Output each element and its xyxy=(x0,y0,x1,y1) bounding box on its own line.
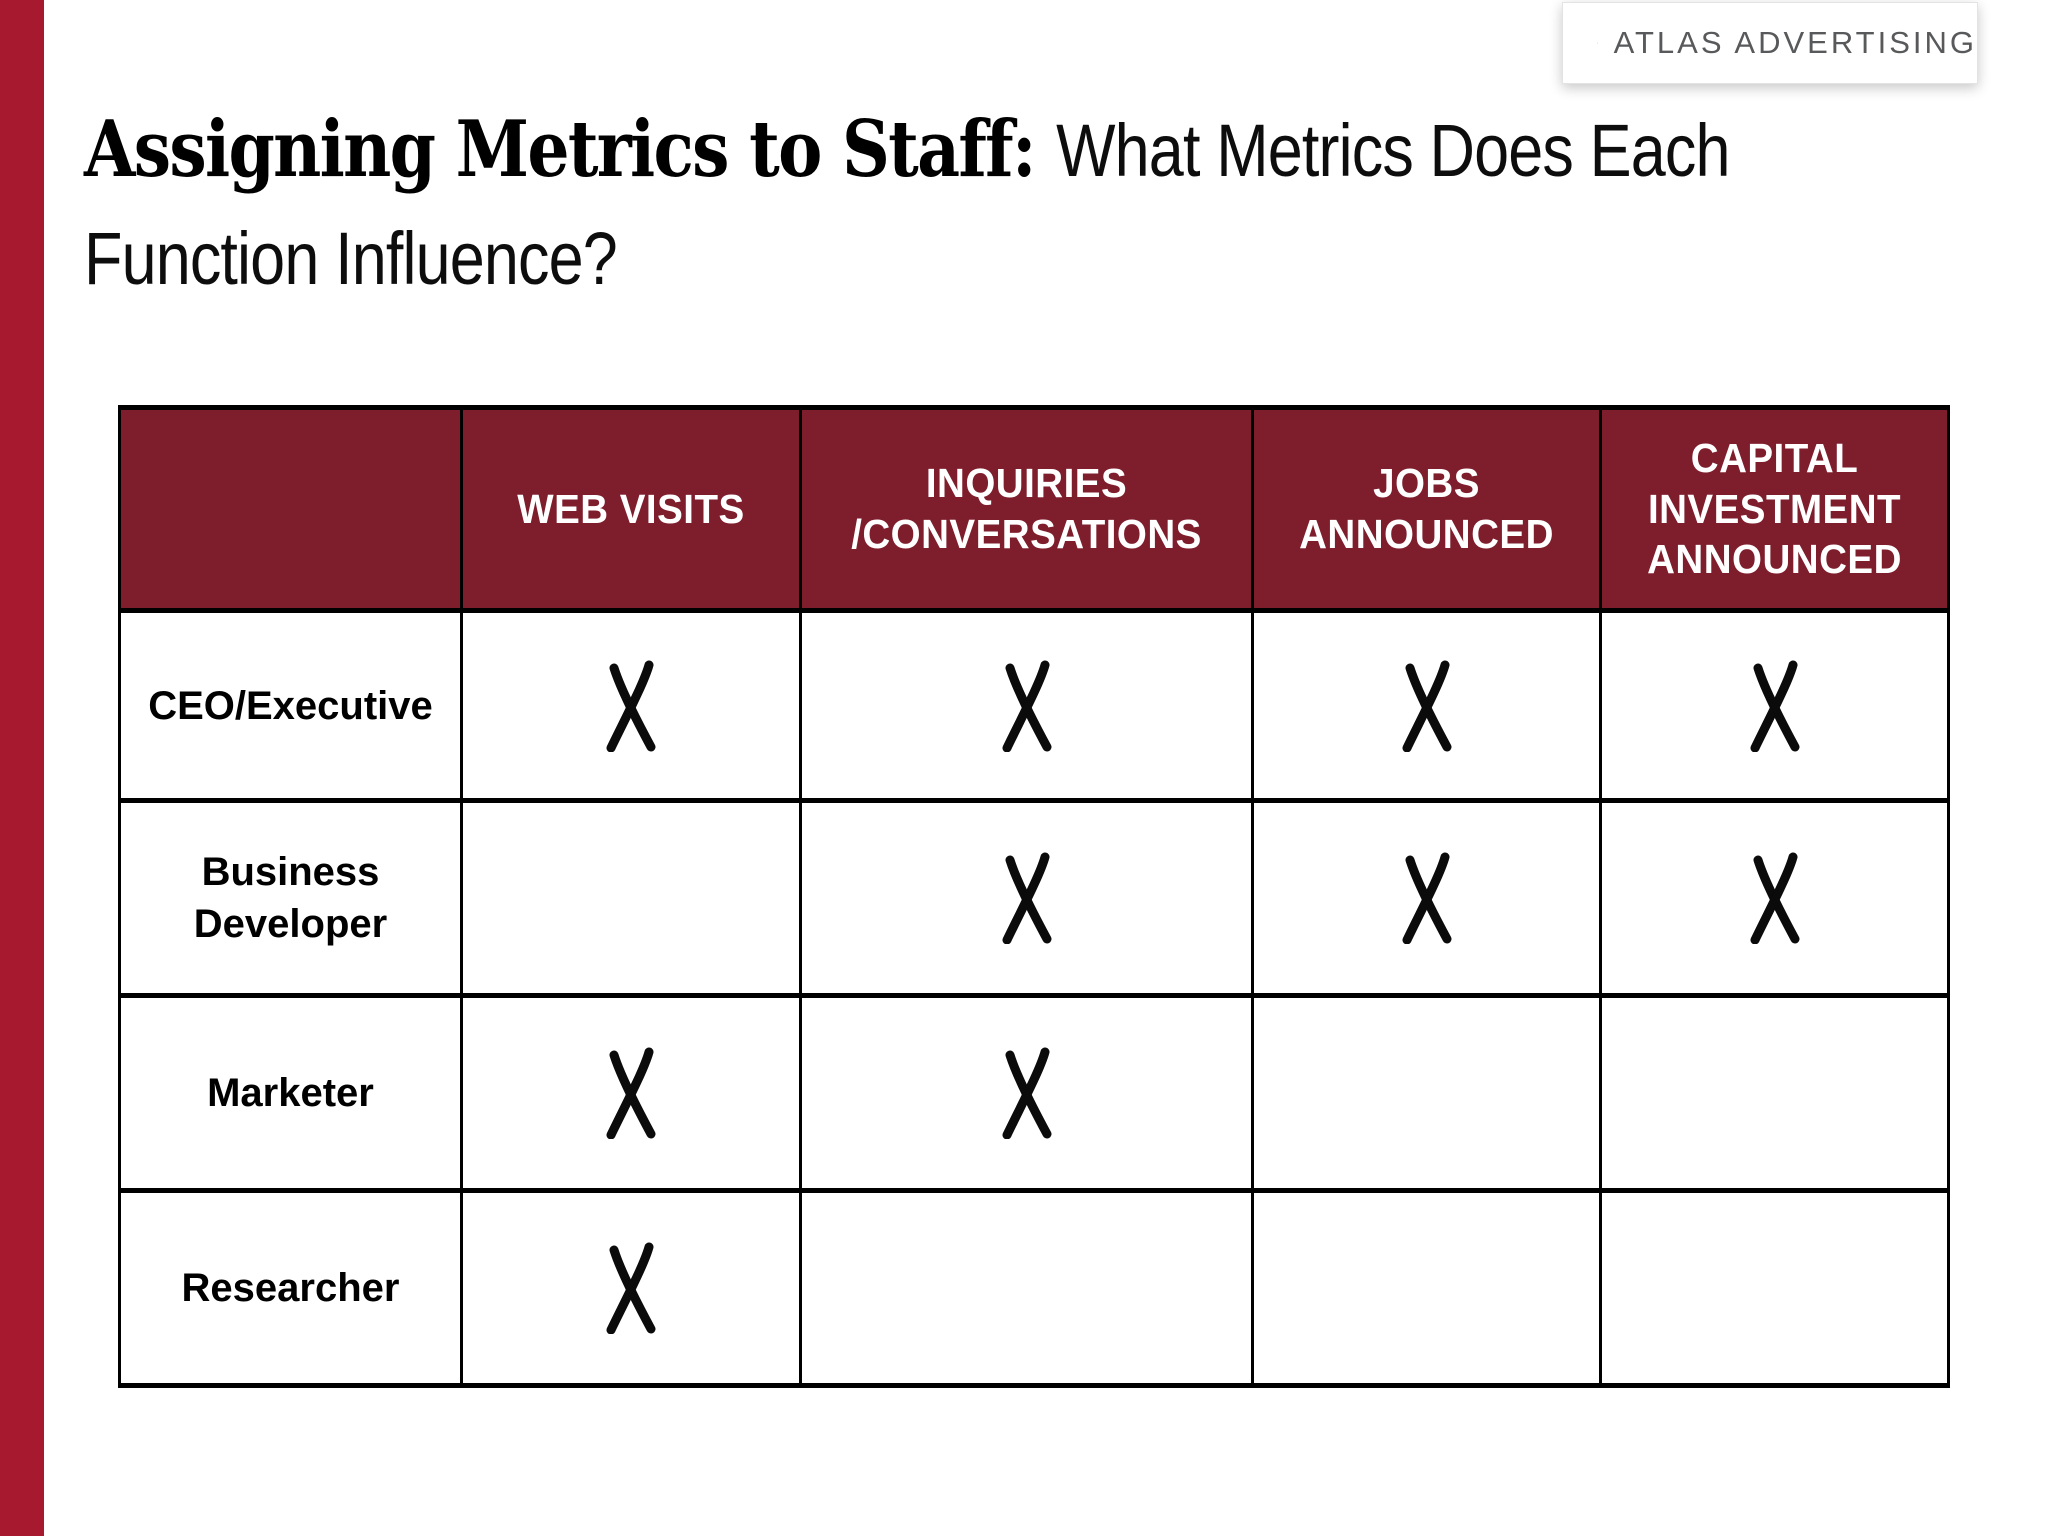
mark-cell-empty xyxy=(799,1188,1254,1388)
mark-cell-empty xyxy=(1599,993,1950,1193)
x-mark-icon xyxy=(606,1047,656,1139)
corner-header-cell xyxy=(118,405,463,613)
x-mark-icon xyxy=(1002,660,1051,752)
table-header-row: WEB VISITS INQUIRIES /CONVERSATIONS JOBS A… xyxy=(118,405,1950,613)
table-row: Marketer xyxy=(118,993,1950,1193)
column-header: INQUIRIES /CONVERSATIONS xyxy=(799,405,1254,613)
column-header: CAPITAL INVESTMENT ANNOUNCED xyxy=(1599,405,1950,613)
brand-name: ATLAS ADVERTISING xyxy=(1613,25,1977,60)
x-mark-icon xyxy=(1750,660,1799,752)
mark-cell-empty xyxy=(1251,1188,1602,1388)
column-header-label: JOBS ANNOUNCED xyxy=(1299,460,1554,557)
column-header-label: CAPITAL INVESTMENT ANNOUNCED xyxy=(1647,434,1902,583)
row-label: Researcher xyxy=(118,1188,463,1388)
x-mark-icon xyxy=(1002,1047,1051,1139)
slide-title: Assigning Metrics to Staff: What Metrics… xyxy=(84,94,1912,311)
mark-cell-checked xyxy=(460,608,802,803)
column-header: WEB VISITS xyxy=(460,405,802,613)
row-label: Marketer xyxy=(118,993,463,1193)
mark-cell-checked xyxy=(460,993,802,1193)
x-mark-icon xyxy=(606,660,656,752)
x-mark-icon xyxy=(1402,852,1451,944)
mark-cell-checked xyxy=(799,608,1254,803)
table-row: Researcher xyxy=(118,1188,1950,1388)
x-mark-icon xyxy=(1750,852,1799,944)
mark-cell-checked xyxy=(799,993,1254,1193)
mark-cell-empty xyxy=(1599,1188,1950,1388)
table-row: CEO/Executive xyxy=(118,608,1950,803)
row-label: Business Developer xyxy=(118,798,463,998)
mark-cell-checked xyxy=(1599,608,1950,803)
column-header: JOBS ANNOUNCED xyxy=(1251,405,1602,613)
title-subtitle: What Metrics Does Each Function Influenc… xyxy=(84,109,1730,300)
mark-cell-checked xyxy=(799,798,1254,998)
atlas-a-icon xyxy=(1597,42,1598,44)
brand-logo: ATLAS ADVERTISING xyxy=(1562,2,1978,84)
column-header-label: INQUIRIES /CONVERSATIONS xyxy=(851,460,1202,557)
table-row: Business Developer xyxy=(118,798,1950,998)
mark-cell-empty xyxy=(1251,993,1602,1193)
column-header-label: WEB VISITS xyxy=(517,485,745,532)
title-emphasis: Assigning Metrics to Staff: xyxy=(84,104,1057,195)
mark-cell-checked xyxy=(1599,798,1950,998)
x-mark-icon xyxy=(606,1242,656,1334)
x-mark-icon xyxy=(1002,852,1051,944)
mark-cell-checked xyxy=(1251,608,1602,803)
metrics-matrix-table: WEB VISITS INQUIRIES /CONVERSATIONS JOBS A… xyxy=(118,405,1950,1388)
mark-cell-checked xyxy=(1251,798,1602,998)
mark-cell-checked xyxy=(460,1188,802,1388)
mark-cell-empty xyxy=(460,798,802,998)
x-mark-icon xyxy=(1402,660,1451,752)
row-label: CEO/Executive xyxy=(118,608,463,803)
left-accent-bar xyxy=(0,0,44,1536)
